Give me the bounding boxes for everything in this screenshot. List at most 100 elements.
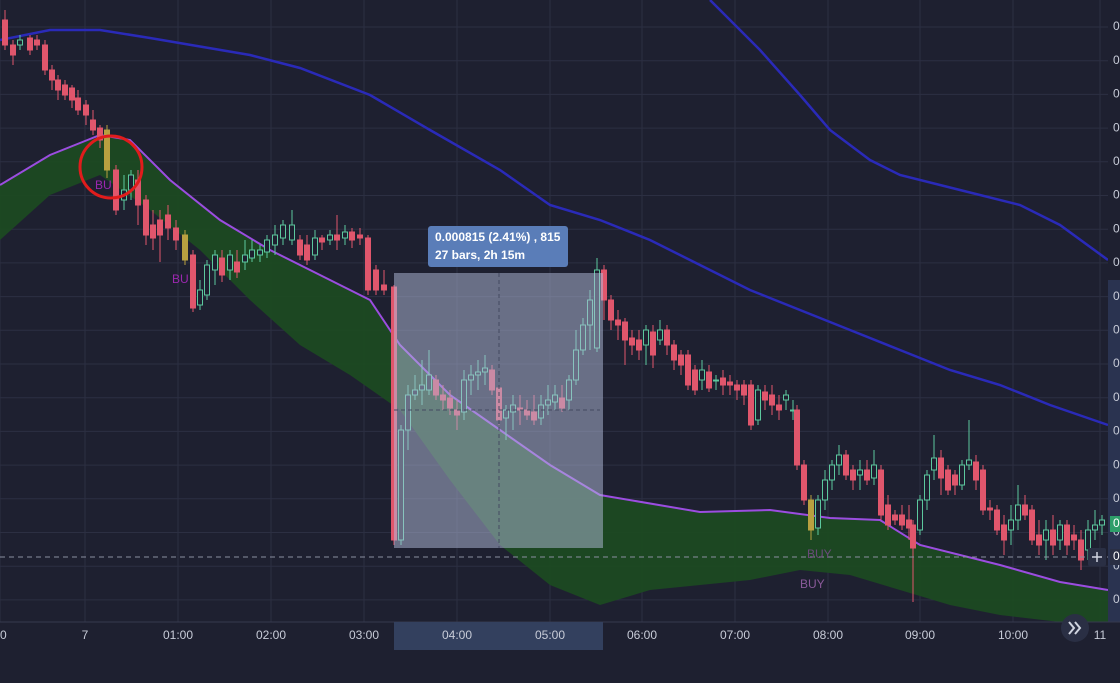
price-badge-label: 0 xyxy=(1113,549,1120,563)
candle-body xyxy=(83,104,89,116)
candle-body xyxy=(249,249,255,259)
candle-body xyxy=(212,254,218,271)
moving-average-blue xyxy=(0,28,1109,427)
candle-body xyxy=(349,231,355,241)
candle-body xyxy=(242,254,248,263)
candle-body xyxy=(49,69,55,81)
candle-body xyxy=(1043,529,1049,541)
candle-body xyxy=(365,237,371,291)
candle-body xyxy=(931,457,937,471)
price-label: 0 xyxy=(1113,322,1120,336)
highlight-circle xyxy=(78,134,144,200)
candle-body xyxy=(42,44,48,71)
candle-body xyxy=(297,239,303,256)
price-label: 0 xyxy=(1113,390,1120,404)
candle-body xyxy=(173,227,179,241)
candle-body xyxy=(917,499,923,531)
candle-body xyxy=(10,44,16,56)
candle-body xyxy=(165,214,171,229)
candle-body xyxy=(289,224,295,241)
candle-body xyxy=(197,289,203,306)
candle-body xyxy=(966,459,972,466)
candle-body xyxy=(69,87,75,101)
candle-body xyxy=(1008,519,1014,531)
time-label: 02:00 xyxy=(256,628,286,642)
candle-body xyxy=(671,344,677,361)
candle-body xyxy=(829,464,835,481)
price-label: 0 xyxy=(1113,356,1120,370)
candle-body xyxy=(90,119,96,131)
candle-body xyxy=(657,329,663,341)
candle-body xyxy=(608,299,614,321)
candle-body xyxy=(678,354,684,366)
time-label: 05:00 xyxy=(535,628,565,642)
candle-body xyxy=(1085,529,1091,551)
candle-body xyxy=(615,319,621,326)
candle-body xyxy=(685,354,691,386)
candle-body xyxy=(204,264,210,296)
price-label: 0 xyxy=(1113,19,1120,33)
candle-body xyxy=(973,461,979,481)
candle-body xyxy=(748,384,754,426)
scroll-icon xyxy=(1068,621,1082,635)
add-icon xyxy=(1092,552,1102,562)
candle-body xyxy=(234,261,240,273)
price-label: 0 xyxy=(1113,491,1120,505)
price-label: 0 xyxy=(1113,289,1120,303)
candle-body xyxy=(885,504,891,526)
candle-body xyxy=(272,234,278,246)
candle-body xyxy=(357,234,363,239)
candle-body xyxy=(55,79,61,91)
candle-body xyxy=(910,524,916,549)
candle-body xyxy=(327,234,333,241)
time-label: 08:00 xyxy=(813,628,843,642)
time-label: 7 xyxy=(82,628,89,642)
candle-body xyxy=(1092,524,1098,531)
candle-body xyxy=(892,514,898,521)
candle-body xyxy=(143,199,149,236)
price-label: 0 xyxy=(1113,592,1120,606)
candle-body xyxy=(257,249,263,256)
price-label: 0 xyxy=(1113,221,1120,235)
time-label: 11 xyxy=(1094,628,1107,642)
candle-body xyxy=(319,237,325,243)
price-label: 0 xyxy=(1113,188,1120,202)
candle-body xyxy=(97,127,103,141)
signal-marker: BUY xyxy=(807,547,832,561)
candle-body xyxy=(959,464,965,486)
candle-body xyxy=(994,509,1000,531)
candle-body xyxy=(864,469,870,481)
candle-body xyxy=(304,244,310,261)
price-label: 0 xyxy=(1113,53,1120,67)
signal-marker: BUY xyxy=(800,577,825,591)
candle-body xyxy=(924,474,930,501)
time-label: 09:00 xyxy=(905,628,935,642)
candle-body xyxy=(629,337,635,346)
candle-body xyxy=(906,519,912,529)
candle-body xyxy=(713,379,719,382)
candle-body xyxy=(636,339,642,351)
candle-body xyxy=(1050,529,1056,546)
candle-body xyxy=(157,219,163,236)
measure-tooltip xyxy=(428,226,568,267)
candle-body xyxy=(878,469,884,516)
price-label: 0 xyxy=(1113,255,1120,269)
candle-body xyxy=(706,371,712,389)
candle-body xyxy=(381,284,387,291)
candle-body xyxy=(264,239,270,253)
candle-body xyxy=(34,39,40,46)
candle-body xyxy=(769,394,775,406)
candle-body xyxy=(312,237,318,256)
candle-body xyxy=(643,329,649,346)
candle-body xyxy=(783,394,789,401)
time-label: 03:00 xyxy=(349,628,379,642)
price-badge xyxy=(1110,516,1120,532)
signal-marker: BU xyxy=(95,178,112,192)
candle-body xyxy=(952,474,958,486)
time-axis-labels: 0 7 01:00 02:00 03:00 04:00 05:00 06:00 07:00 08:… xyxy=(0,628,1107,642)
candle-body xyxy=(104,129,110,171)
candle-body xyxy=(808,499,814,531)
